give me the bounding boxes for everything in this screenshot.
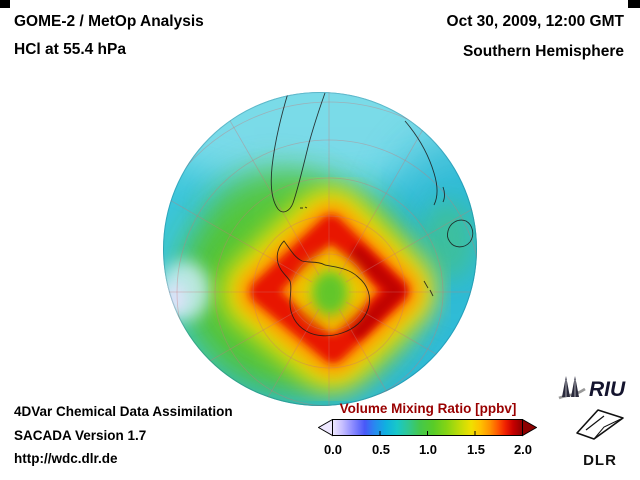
globe-svg [163, 92, 477, 406]
colorbar-title: Volume Mixing Ratio [ppbv] [339, 401, 517, 416]
colorbar-svg [317, 418, 538, 437]
coastline-new-zealand [423, 280, 434, 297]
hemisphere-label: Southern Hemisphere [462, 43, 624, 60]
colorbar-tick-label-1: 0.5 [371, 442, 391, 457]
colorbar [317, 418, 538, 446]
hcl-field [163, 92, 477, 406]
top-right-corner-mark [628, 0, 640, 8]
colorbar-tick-label-4: 2.0 [513, 442, 533, 457]
riu-logo: RIU [558, 374, 625, 400]
coastline-falklands [300, 206, 308, 209]
globe-map [162, 91, 478, 407]
page-title: GOME-2 / MetOp Analysis [14, 13, 204, 30]
cathedral-icon [558, 376, 586, 400]
colorbar-tick-label-3: 1.5 [466, 442, 486, 457]
colorbar-tick-label-2: 1.0 [418, 442, 438, 457]
riu-label: RIU [589, 378, 626, 401]
coastline-africa [404, 120, 438, 206]
footer-line-url: http://wdc.dlr.de [14, 451, 118, 466]
datetime-label: Oct 30, 2009, 12:00 GMT [446, 13, 624, 30]
coastlines [270, 92, 474, 337]
colorbar-ticks [379, 431, 476, 436]
top-left-corner-mark [0, 0, 10, 8]
dlr-swoosh-icon [576, 409, 624, 440]
dlr-logo: DLR [572, 404, 628, 469]
footer-line-version: SACADA Version 1.7 [14, 428, 147, 443]
page-subtitle: HCl at 55.4 hPa [14, 41, 126, 58]
globe-rim [163, 92, 477, 406]
footer-line-assimilation: 4DVar Chemical Data Assimilation [14, 404, 233, 419]
colorbar-left-arrow [317, 418, 333, 437]
colorbar-right-arrow [522, 418, 538, 437]
colorbar-tick-label-0: 0.0 [323, 442, 343, 457]
coastline-antarctica [276, 240, 370, 337]
coastline-australia [446, 219, 474, 248]
dlr-label: DLR [583, 452, 617, 469]
coastline-south-america [270, 92, 326, 213]
coastline-madagascar [442, 186, 445, 203]
